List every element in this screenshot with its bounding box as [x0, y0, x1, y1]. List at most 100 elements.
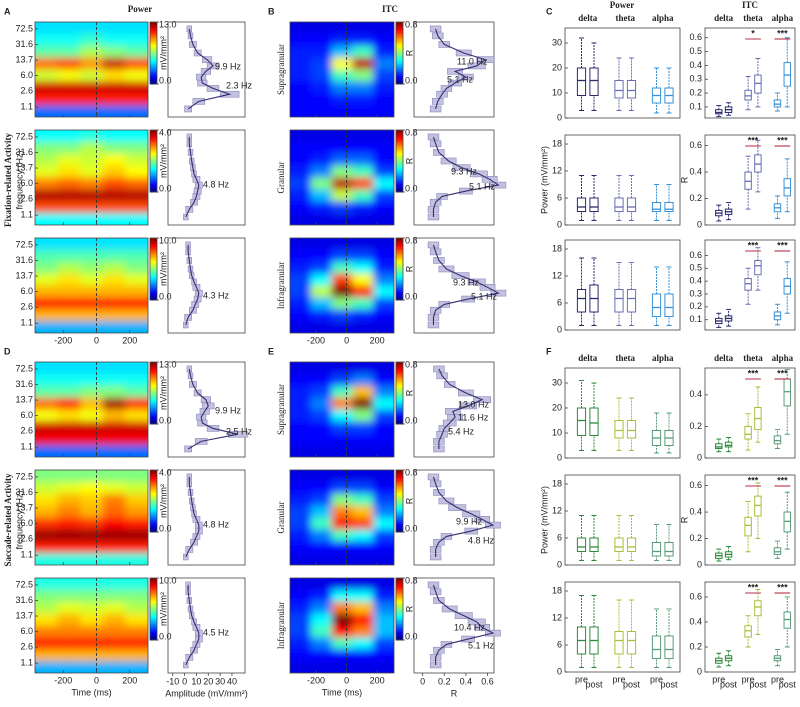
- colorbar-unit: mV/mm²: [158, 36, 168, 70]
- colorbar-step: [396, 613, 403, 616]
- heatmap-cell: [35, 409, 59, 423]
- colorbar-step: [150, 395, 157, 398]
- heatmap-cell: [352, 445, 375, 457]
- heatmap-cell: [125, 261, 148, 275]
- heatmap-cell: [80, 493, 104, 507]
- box: [744, 425, 752, 440]
- heatmap-cell: [352, 385, 375, 399]
- x-axis-label: R: [451, 688, 458, 698]
- colorbar-step: [396, 611, 403, 614]
- heatmap-cell: [310, 261, 333, 275]
- colorbar-step: [150, 289, 157, 293]
- colorbar-label: 0.8: [405, 359, 418, 369]
- peak-annotation: 5.4 Hz: [448, 426, 475, 436]
- frame: [413, 469, 495, 566]
- colorbar-step: [396, 380, 403, 384]
- heatmap-cell: [352, 213, 375, 225]
- heatmap-cell: [57, 409, 82, 423]
- heatmap-cell: [57, 481, 82, 495]
- heatmap: [290, 578, 394, 673]
- frame: [704, 27, 796, 119]
- colorbar-step: [150, 256, 157, 260]
- heatmap-cell: [290, 397, 312, 411]
- colorbar-step: [396, 474, 403, 477]
- significance: ***: [777, 475, 788, 485]
- layer-label: Infragranular: [276, 262, 286, 309]
- box: [744, 516, 752, 537]
- heatmap-cell: [57, 213, 82, 225]
- colorbar-step: [396, 382, 403, 386]
- heatmap-cell: [125, 421, 148, 435]
- heatmap-cell: [352, 661, 375, 673]
- heatmap-cell: [35, 141, 59, 155]
- heatmap-cell: [331, 517, 354, 531]
- colorbar-step: [150, 637, 157, 641]
- y-tick-label: 0.2: [689, 193, 702, 203]
- y-tick-label: 0.1: [689, 101, 702, 111]
- heatmap-cell: [310, 433, 333, 447]
- heatmap-cell: [35, 309, 59, 323]
- mean-line: [432, 476, 495, 557]
- heatmap-cell: [125, 445, 148, 457]
- box: [773, 99, 782, 108]
- mean-line: [185, 136, 200, 218]
- heatmap-cell: [352, 649, 375, 663]
- colorbar-step: [396, 258, 403, 262]
- y-tick-label: 0: [697, 219, 702, 229]
- x-tick-label: 200: [370, 675, 385, 685]
- colorbar-step: [150, 148, 157, 152]
- heatmap-cell: [352, 22, 375, 35]
- colorbar-step: [150, 588, 157, 591]
- y-tick-label: 0.5: [689, 263, 702, 273]
- box: [626, 420, 637, 439]
- peak-annotation: 13.0 Hz: [458, 399, 490, 409]
- y-tick-label: 0.2: [689, 533, 702, 543]
- heatmap-cell: [80, 649, 104, 663]
- frame: [167, 577, 246, 674]
- colorbar-step: [396, 386, 403, 390]
- colorbar-step: [396, 171, 403, 174]
- heatmap-cell: [125, 578, 148, 591]
- y-tick-label: 6.0: [20, 70, 33, 80]
- heatmap-cell: [80, 397, 104, 411]
- box: [589, 67, 599, 96]
- colorbar-step: [150, 625, 157, 629]
- peak-annotation: 2.3 Hz: [226, 80, 253, 90]
- box: [754, 260, 762, 276]
- colorbar-step: [150, 421, 157, 425]
- heatmap-cell: [35, 445, 59, 457]
- colorbar-step: [150, 40, 157, 44]
- heatmap-cell: [373, 130, 394, 143]
- heatmap-cell: [373, 321, 394, 333]
- heatmap-cell: [331, 297, 354, 311]
- heatmap-cell: [290, 69, 312, 83]
- heatmap: [35, 238, 148, 333]
- heatmap-cell: [373, 481, 394, 495]
- colorbar-step: [396, 488, 403, 492]
- heatmap-cell: [80, 470, 104, 483]
- colorbar-step: [150, 494, 157, 498]
- column-title: ITC: [742, 0, 758, 10]
- colorbar-step: [150, 486, 157, 490]
- column-title: Power: [128, 4, 153, 14]
- heatmap: [290, 130, 394, 225]
- x-tick-label: 0: [182, 676, 187, 686]
- x-axis-label: Amplitude (mV/mm²): [165, 688, 248, 698]
- heatmap-cell: [102, 433, 127, 447]
- heatmap-cell: [352, 529, 375, 543]
- y-tick-label: 72.5: [15, 363, 33, 373]
- colorbar-step: [396, 138, 403, 141]
- frame: [413, 577, 495, 674]
- heatmap-cell: [310, 505, 333, 519]
- heatmap-cell: [310, 177, 333, 191]
- heatmap: [35, 362, 148, 457]
- colorbar-step: [396, 598, 403, 602]
- heatmap-cell: [57, 309, 82, 323]
- colorbar-step: [396, 30, 403, 33]
- heatmap-cell: [331, 601, 354, 615]
- colorbar-step: [150, 482, 157, 485]
- colorbar-step: [396, 374, 403, 377]
- y-tick-label: 18: [552, 478, 562, 488]
- heatmap-cells: [290, 238, 394, 333]
